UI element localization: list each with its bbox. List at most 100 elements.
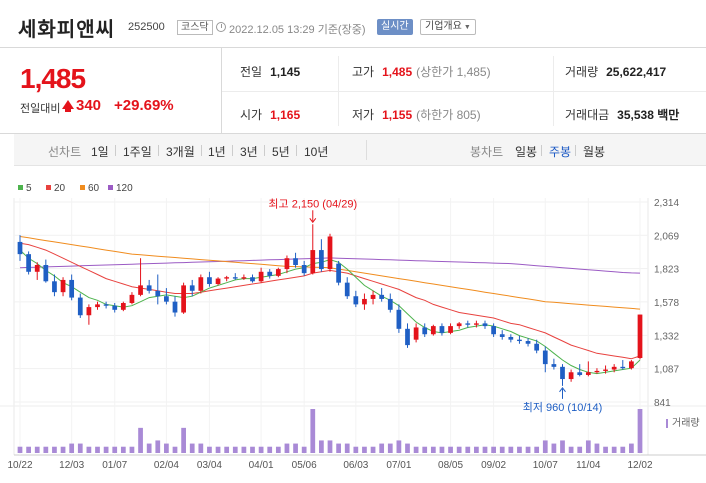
x-tick-label: 01/07 xyxy=(102,460,127,471)
y-tick-label: 1,823 xyxy=(654,265,679,276)
period-3m[interactable]: 3개월 xyxy=(166,145,195,159)
stock-chart[interactable]: 5 20 60 120 2,314 2,069 1,823 1,578 1,332 1,087 84… xyxy=(0,176,706,483)
stat-value: 35,538 백만 xyxy=(617,108,680,122)
candle-body xyxy=(620,366,626,369)
volume-bar xyxy=(585,440,591,453)
x-tick-label: 10/07 xyxy=(533,460,558,471)
low-annotation: 최저 960 (10/14) xyxy=(523,401,603,414)
candle-body xyxy=(327,236,333,270)
legend-swatch xyxy=(80,185,85,190)
candle-body xyxy=(189,285,195,291)
candle-body xyxy=(146,285,152,291)
volume-bar xyxy=(594,443,600,453)
volume-bar xyxy=(439,446,445,453)
candle-body xyxy=(474,323,479,325)
stat-grid: 전일 1,145 고가 1,485 (상한가 1,485) 거래량 25,622,417… xyxy=(222,48,706,134)
candle-body xyxy=(26,254,31,272)
candle-body xyxy=(370,294,376,299)
volume-bar xyxy=(146,443,152,453)
company-overview-button[interactable]: 기업개요 ▼ xyxy=(420,19,476,35)
stat-sub: (하한가 805) xyxy=(416,108,481,122)
candle-body xyxy=(319,250,324,270)
realtime-button[interactable]: 실시간 xyxy=(377,19,413,35)
volume-bar xyxy=(603,446,608,453)
volume-bar xyxy=(155,440,161,453)
candle-body xyxy=(551,364,557,367)
volume-bar xyxy=(568,446,574,453)
volume-bar xyxy=(577,446,583,453)
stat-col-divider xyxy=(338,56,339,126)
candle-body xyxy=(172,301,178,313)
volume-bar xyxy=(172,446,178,453)
candle-body xyxy=(275,269,281,276)
volume-bar xyxy=(508,446,514,453)
volume-bar xyxy=(95,446,100,453)
volume-bar xyxy=(138,427,143,453)
candle-body xyxy=(499,334,505,337)
stat-value: 1,155 xyxy=(382,108,413,122)
current-price: 1,485 xyxy=(20,63,86,94)
candle-monthly[interactable]: 월봉 xyxy=(583,145,606,159)
candle-body xyxy=(215,278,221,285)
y-tick-label: 1,332 xyxy=(654,331,679,342)
period-1w[interactable]: 1주일 xyxy=(123,145,152,159)
y-tick-label: 1,578 xyxy=(654,298,679,309)
x-tick-label: 06/03 xyxy=(343,460,368,471)
volume-bar xyxy=(267,446,273,453)
volume-bar xyxy=(224,446,230,453)
legend-label: 120 xyxy=(116,183,133,194)
stock-chart-svg: 5 20 60 120 2,314 2,069 1,823 1,578 1,332 1,087 84… xyxy=(0,183,706,471)
candle-body xyxy=(52,281,57,293)
candle-body xyxy=(301,265,307,274)
candle-body xyxy=(413,327,419,340)
candle-body xyxy=(293,258,298,266)
volume-bar xyxy=(275,446,281,453)
period-5y[interactable]: 5년 xyxy=(272,145,290,159)
period-10y[interactable]: 10년 xyxy=(304,145,329,159)
volume-bar xyxy=(379,443,385,453)
period-1y[interactable]: 1년 xyxy=(208,145,226,159)
volume-bar xyxy=(499,446,505,453)
stat-label: 거래량 xyxy=(565,65,599,79)
candle-daily[interactable]: 일봉 xyxy=(515,145,538,159)
candle-weekly[interactable]: 주봉 xyxy=(549,145,572,159)
change-percent: +29.69% xyxy=(114,97,174,114)
volume-legend-swatch xyxy=(666,419,668,428)
candle-body xyxy=(482,323,488,327)
toolbar-separator xyxy=(541,145,542,156)
candle-body xyxy=(439,326,445,333)
candle-body xyxy=(585,372,591,375)
candle-body xyxy=(112,305,118,310)
candle-body xyxy=(637,314,643,359)
candle-body xyxy=(362,298,367,305)
stat-sub: (상한가 1,485) xyxy=(416,65,491,79)
stat-value: 1,165 xyxy=(270,108,301,122)
candle-body xyxy=(560,366,565,380)
toolbar-separator xyxy=(575,145,576,156)
x-tick-label: 12/02 xyxy=(627,460,652,471)
volume-bar xyxy=(241,446,247,453)
y-tick-label: 2,069 xyxy=(654,231,679,242)
stat-value: 1,145 xyxy=(270,65,301,79)
change-label: 전일대비 xyxy=(20,103,61,115)
chart-period-toolbar: 선차트 1일 1주일 3개월 1년 3년 5년 10년 봉차트 일봉 주봉 월봉 xyxy=(14,134,706,166)
stat-low: 저가 1,155 (하한가 805) xyxy=(352,106,481,123)
volume-bar xyxy=(301,446,307,453)
volume-bar xyxy=(620,446,626,453)
stat-col-divider xyxy=(553,56,554,126)
candle-body xyxy=(232,277,238,279)
candle-body xyxy=(405,328,410,346)
volume-bar xyxy=(525,446,531,453)
candle-chart-label: 봉차트 xyxy=(470,145,504,159)
candle-body xyxy=(95,304,100,308)
candle-body xyxy=(594,370,600,373)
volume-bar xyxy=(517,446,522,453)
period-3y[interactable]: 3년 xyxy=(240,145,258,159)
toolbar-separator xyxy=(264,145,265,156)
candle-body xyxy=(181,285,186,313)
candle-body xyxy=(138,285,143,295)
stat-label: 전일 xyxy=(240,65,263,79)
x-tick-label: 03/04 xyxy=(197,460,222,471)
period-1d[interactable]: 1일 xyxy=(91,145,109,159)
candle-body xyxy=(491,326,496,335)
